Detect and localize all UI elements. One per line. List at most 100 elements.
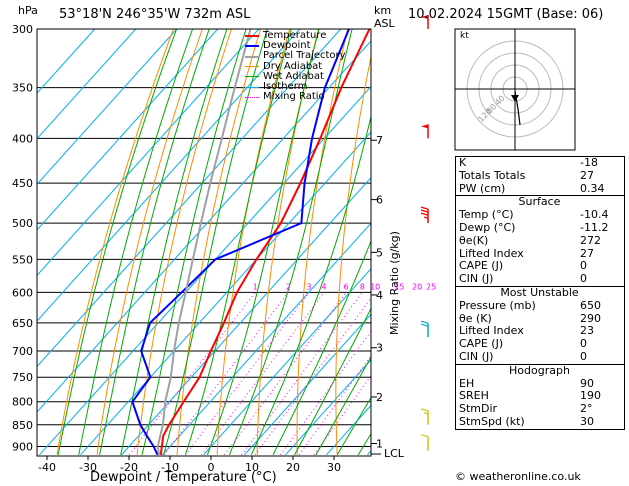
dry-adiabat-line xyxy=(296,29,349,455)
series-line-temperature xyxy=(159,29,371,455)
wind-barb xyxy=(420,206,429,224)
temp-tick-label: 20 xyxy=(286,461,300,474)
mixing-ratio-line xyxy=(254,297,371,456)
mixing-ratio-label: 20 xyxy=(412,282,422,291)
km-tick-label: 5 xyxy=(376,246,383,259)
wind-barb-flag xyxy=(420,212,429,216)
km-tick-label: 2 xyxy=(376,391,383,404)
legend-item-mixing-ratio: Mixing Ratio xyxy=(245,92,346,102)
sounding-lines xyxy=(131,29,371,456)
wind-barb xyxy=(420,434,429,451)
wind-barb-flag xyxy=(420,209,429,213)
hodo-row: EH 90 xyxy=(459,376,594,390)
wet-adiabat-line xyxy=(163,29,268,455)
mixing-ratio-line xyxy=(241,292,363,456)
surface-section: Surface Temp (°C) -10.4 Dewp (°C) -11.2 θe… xyxy=(455,195,625,287)
mixing-ratio-label: 25 xyxy=(426,282,436,291)
mixing-ratio-label: 1 xyxy=(253,282,258,291)
temp-tick-label: 10 xyxy=(245,461,259,474)
temp-tick-label: -10 xyxy=(161,461,179,474)
temp-tick-label: -40 xyxy=(38,461,56,474)
isotherm-line xyxy=(203,267,371,456)
surface-row: θe(K) 272 xyxy=(459,233,601,247)
km-label: km xyxy=(374,4,392,17)
pressure-tick-label: 550 xyxy=(12,253,33,266)
wet-adiabat-line xyxy=(336,396,371,456)
hpa-label: hPa xyxy=(18,4,38,17)
lcl-label: LCL xyxy=(384,447,404,460)
mixing-ratio-line xyxy=(313,374,371,456)
wet-adiabat-line xyxy=(120,29,228,455)
most-unstable-section: Most Unstable Pressure (mb) 650 θe (K) 290… xyxy=(455,286,625,365)
wind-barb xyxy=(421,15,429,29)
legend-swatch xyxy=(245,35,259,38)
km-tick-label: 7 xyxy=(376,134,383,147)
surface-row: Dewp (°C) -11.2 xyxy=(459,220,609,234)
mixing-ratio-label: 6 xyxy=(344,282,349,291)
wet-adiabat-line xyxy=(228,29,353,456)
hodo-row: SREH 190 xyxy=(459,389,601,403)
dry-adiabat-line xyxy=(56,29,174,455)
series-line-parcel-trajectory xyxy=(156,29,252,456)
mixing-ratio-labels: 1 2 3 4 6 8 10 15 20 25 xyxy=(253,282,437,291)
mixing-ratio-label: 10 xyxy=(370,282,380,291)
legend-item-isotherm: Isotherm xyxy=(245,81,346,92)
surface-title: Surface xyxy=(518,195,561,209)
mixing-ratio-label: 3 xyxy=(306,282,311,291)
pressure-tick-label: 350 xyxy=(12,82,33,95)
mixing-ratio-line xyxy=(280,330,371,456)
datetime-title: 10.02.2024 15GMT (Base: 06) xyxy=(408,7,604,22)
credit-text: © weatheronline.co.uk xyxy=(455,470,581,483)
mu-row: CAPE (J) 0 xyxy=(459,337,587,351)
legend-item-dewpoint: Dewpoint xyxy=(245,40,346,51)
mixing-ratio-label: 8 xyxy=(360,282,365,291)
dry-adiabat-line xyxy=(335,54,371,455)
legend-swatch xyxy=(245,66,259,68)
index-row: PW (cm) 0.34 xyxy=(459,181,605,195)
wind-barb-flag xyxy=(420,320,429,324)
wind-barb-half-flag xyxy=(423,216,429,219)
grid-lines xyxy=(37,29,371,456)
pressure-tick-label: 750 xyxy=(12,371,33,384)
mixing-ratio-line xyxy=(185,292,310,456)
dry-adiabat-line xyxy=(136,29,232,455)
wind-barb-flag xyxy=(420,408,429,412)
axes: 300350400450500550600650700750800850900-… xyxy=(12,23,401,474)
mixing-ratio-line xyxy=(298,355,371,456)
isotherm-line xyxy=(162,222,371,456)
wind-barb-pennant xyxy=(421,15,428,19)
series-line-dewpoint xyxy=(131,29,350,456)
wet-adiabat-line xyxy=(315,355,371,456)
legend-swatch xyxy=(245,55,259,58)
isotherm-line xyxy=(37,40,371,413)
surface-row: CIN (J) 0 xyxy=(459,272,587,286)
temp-tick-label: 30 xyxy=(327,461,341,474)
x-axis-title: Dewpoint / Temperature (°C) xyxy=(90,470,277,485)
isotherm-line xyxy=(39,85,371,456)
wet-adiabat-line xyxy=(78,29,194,455)
temp-tick-label: -20 xyxy=(120,461,138,474)
isotherm-line xyxy=(37,29,260,277)
wet-adiabat-line xyxy=(250,114,371,456)
mixing-ratio-label: 15 xyxy=(394,282,404,291)
isotherm-line xyxy=(37,29,137,140)
isotherm-line xyxy=(37,29,342,368)
dry-adiabat-line xyxy=(96,29,203,455)
location-title: 53°18'N 246°35'W 732m ASL xyxy=(59,7,251,22)
surface-row: Lifted Index 27 xyxy=(459,246,594,260)
pressure-tick-label: 650 xyxy=(12,317,33,330)
pressure-tick-label: 500 xyxy=(12,217,33,230)
legend-swatch xyxy=(245,76,259,78)
wind-barb-pennant xyxy=(421,124,428,129)
mixing-ratio-axis-label: Mixing Ratio (g/kg) xyxy=(388,231,401,335)
wind-barb-flag xyxy=(420,206,429,210)
km-tick-label: 3 xyxy=(376,342,383,355)
legend: Temperature Dewpoint Parcel Trajectory D… xyxy=(245,30,346,102)
wind-barb xyxy=(421,124,429,139)
pressure-tick-label: 300 xyxy=(12,23,33,36)
mu-row: Pressure (mb) 650 xyxy=(459,298,601,312)
temp-tick-label: 0 xyxy=(208,461,215,474)
index-row: K -18 xyxy=(459,156,598,169)
wet-adiabat-line xyxy=(294,307,371,456)
